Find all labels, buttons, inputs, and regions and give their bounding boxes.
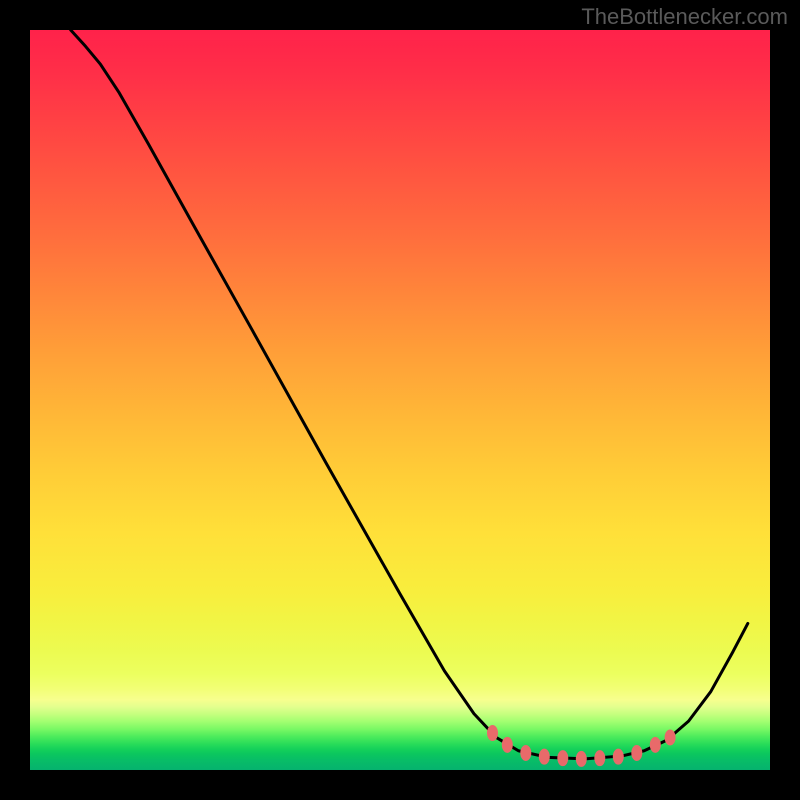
optimal-marker	[539, 749, 549, 764]
optimal-marker	[665, 730, 675, 745]
chart-container: TheBottlenecker.com	[0, 0, 800, 800]
watermark-text: TheBottlenecker.com	[581, 4, 788, 30]
optimal-marker	[521, 745, 531, 760]
optimal-marker	[502, 737, 512, 752]
optimal-marker	[558, 751, 568, 766]
optimal-marker	[488, 726, 498, 741]
optimal-marker	[632, 745, 642, 760]
optimal-marker	[595, 751, 605, 766]
optimal-marker	[613, 749, 623, 764]
optimal-marker	[576, 751, 586, 766]
chart-plot-background	[30, 30, 770, 770]
bottleneck-chart	[0, 0, 800, 800]
optimal-marker	[650, 737, 660, 752]
